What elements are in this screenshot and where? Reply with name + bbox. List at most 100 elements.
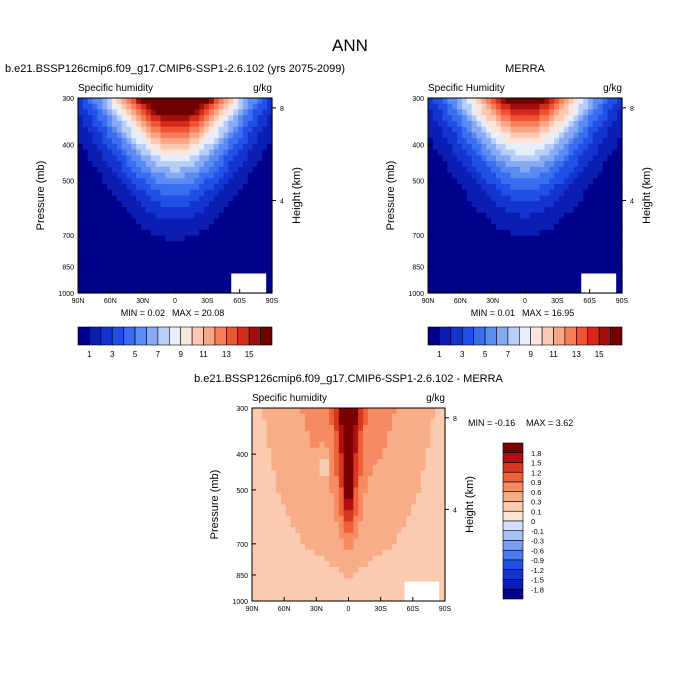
contour-cell — [558, 103, 565, 111]
contour-cell — [305, 532, 311, 540]
contour-cell — [111, 103, 118, 111]
contour-cell — [358, 504, 364, 511]
contour-cell — [334, 498, 340, 506]
contour-cell — [534, 281, 541, 288]
contour-cell — [529, 195, 536, 202]
contour-cell — [242, 206, 249, 214]
contour-cell — [529, 189, 536, 197]
contour-cell — [578, 98, 584, 105]
contour-cell — [271, 527, 277, 534]
contour-cell — [305, 561, 311, 568]
contour-cell — [116, 178, 123, 185]
contour-cell — [387, 419, 393, 426]
contour-cell — [252, 527, 258, 534]
contour-cell — [290, 453, 297, 460]
contour-cell — [78, 120, 84, 128]
contour-cell — [238, 247, 244, 254]
contour-cell — [432, 252, 439, 260]
contour-cell — [329, 572, 335, 579]
contour-cell — [102, 149, 108, 156]
contour-cell — [165, 138, 171, 145]
contour-cell — [592, 98, 599, 105]
contour-cell — [578, 132, 584, 139]
contour-cell — [510, 184, 516, 191]
contour-cell — [97, 218, 103, 225]
colorbar-swatch — [502, 540, 524, 551]
contour-cell — [257, 258, 263, 265]
contour-cell — [525, 247, 531, 254]
contour-cell — [87, 161, 94, 168]
contour-cell — [471, 270, 478, 277]
colorbar-label: 1.8 — [531, 449, 541, 458]
contour-cell — [425, 555, 432, 562]
contour-cell — [319, 566, 325, 574]
contour-cell — [218, 189, 225, 197]
contour-cell — [437, 201, 444, 208]
contour-cell — [617, 166, 623, 174]
contour-cell — [588, 258, 594, 265]
contour-cell — [466, 212, 473, 220]
colorbar-swatch — [237, 326, 250, 346]
contour-cell — [111, 201, 118, 208]
contour-cell — [116, 109, 123, 116]
contour-cell — [432, 98, 439, 105]
contour-cell — [602, 258, 609, 265]
contour-cell — [617, 258, 623, 265]
contour-cell — [602, 103, 609, 111]
contour-cell — [461, 178, 468, 185]
contour-cell — [194, 212, 200, 220]
contour-cell — [367, 510, 374, 517]
contour-cell — [544, 98, 550, 105]
contour-cell — [189, 241, 195, 248]
contour-cell — [160, 229, 166, 237]
contour-cell — [247, 143, 254, 151]
contour-cell — [257, 206, 263, 214]
contour-cell — [437, 103, 444, 111]
contour-cell — [218, 201, 225, 208]
contour-cell — [549, 224, 555, 231]
topography-mask — [581, 273, 617, 293]
contour-cell — [471, 161, 478, 168]
contour-cell — [131, 275, 137, 283]
contour-cell — [411, 515, 417, 523]
contour-cell — [432, 126, 439, 134]
contour-cell — [276, 470, 282, 477]
contour-cell — [184, 281, 191, 288]
contour-cell — [199, 184, 205, 191]
contour-cell — [505, 161, 512, 168]
contour-cell — [452, 161, 458, 168]
contour-cell — [223, 201, 229, 208]
contour-cell — [92, 166, 98, 174]
contour-cell — [617, 109, 623, 116]
contour-cell — [362, 442, 369, 449]
contour-cell — [324, 521, 330, 528]
contour-cell — [334, 549, 340, 557]
contour-cell — [377, 419, 383, 426]
contour-cell — [92, 270, 98, 277]
contour-cell — [447, 201, 453, 208]
contour-cell — [554, 161, 560, 168]
contour-cell — [500, 98, 507, 105]
contour-cell — [607, 184, 613, 191]
contour-cell — [107, 229, 113, 237]
contour-cell — [440, 566, 446, 574]
contour-cell — [387, 453, 393, 460]
contour-cell — [160, 275, 166, 283]
contour-cell — [510, 195, 516, 202]
contour-cell — [329, 464, 335, 472]
contour-cell — [170, 224, 176, 231]
contour-cell — [457, 115, 463, 122]
contour-cell — [430, 572, 436, 579]
contour-cell — [457, 161, 463, 168]
contour-cell — [314, 510, 321, 517]
contour-cell — [491, 258, 497, 265]
contour-cell — [411, 442, 417, 449]
contour-cell — [554, 224, 560, 231]
contour-cell — [420, 538, 427, 545]
contour-cell — [141, 126, 147, 134]
contour-cell — [416, 498, 422, 506]
contour-cell — [175, 281, 181, 288]
contour-cell — [391, 544, 398, 551]
contour-cell — [558, 98, 565, 105]
contour-cell — [471, 189, 478, 197]
